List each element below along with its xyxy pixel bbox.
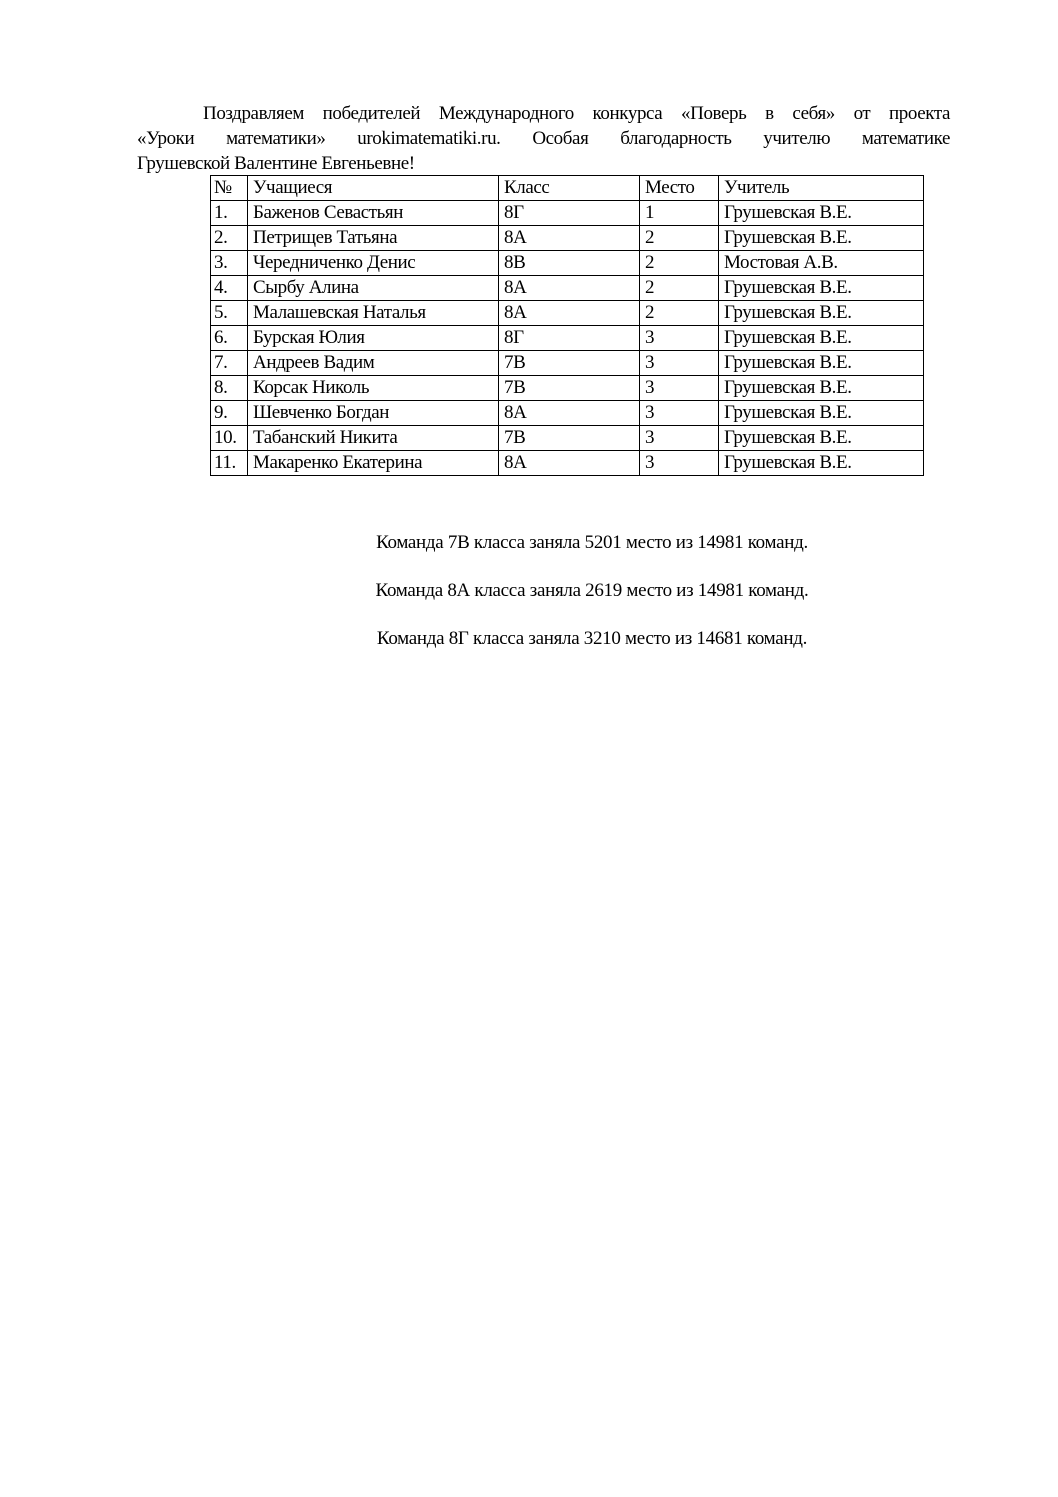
row-number-cell: 3. [210,250,248,276]
row-number-cell: 9. [210,400,248,426]
student-name-cell: Сырбу Алина [247,275,499,301]
row-number-cell: 11. [210,450,248,476]
place-cell: 2 [639,225,719,251]
table-row: 4. Сырбу Алина 8А 2 Грушевская В.Е. [210,275,924,301]
table-row: 6. Бурская Юлия 8Г 3 Грушевская В.Е. [210,325,924,351]
teacher-cell: Грушевская В.Е. [718,350,924,376]
intro-line: Поздравляем победителей Международного к… [203,103,950,124]
table-row: 9. Шевченко Богдан 8А 3 Грушевская В.Е. [210,400,924,426]
table-header-row: № Учащиеся Класс Место Учитель [210,175,924,201]
place-cell: 3 [639,450,719,476]
table-row: 8. Корсак Николь 7В 3 Грушевская В.Е. [210,375,924,401]
class-cell: 7В [498,375,640,401]
intro-line: Грушевской Валентине Евгеньевне! [137,153,415,174]
place-cell: 2 [639,300,719,326]
row-number-cell: 2. [210,225,248,251]
student-name-cell: Табанский Никита [247,425,499,451]
place-cell: 2 [639,275,719,301]
teacher-cell: Грушевская В.Е. [718,400,924,426]
team-result: Команда 8А класса заняла 2619 место из 1… [375,580,809,601]
row-number-cell: 8. [210,375,248,401]
header-number: № [210,175,248,201]
class-cell: 7В [498,425,640,451]
header-teacher: Учитель [718,175,924,201]
teacher-cell: Грушевская В.Е. [718,425,924,451]
row-number-cell: 10. [210,425,248,451]
student-name-cell: Петрищев Татьяна [247,225,499,251]
intro-paragraph: Поздравляем победителей Международного к… [137,101,950,176]
row-number-cell: 6. [210,325,248,351]
header-place: Место [639,175,719,201]
table-row: 2. Петрищев Татьяна 8А 2 Грушевская В.Е. [210,225,924,251]
class-cell: 8А [498,300,640,326]
student-name-cell: Андреев Вадим [247,350,499,376]
teacher-cell: Грушевская В.Е. [718,450,924,476]
row-number-cell: 1. [210,200,248,226]
place-cell: 3 [639,375,719,401]
table-row: 3. Чередниченко Денис 8В 2 Мостовая А.В. [210,250,924,276]
teacher-cell: Грушевская В.Е. [718,275,924,301]
class-cell: 8Г [498,325,640,351]
class-cell: 8А [498,400,640,426]
row-number-cell: 5. [210,300,248,326]
winners-table: № Учащиеся Класс Место Учитель 1. Баженов… [210,175,924,476]
teacher-cell: Грушевская В.Е. [718,225,924,251]
class-cell: 8В [498,250,640,276]
teacher-cell: Грушевская В.Е. [718,325,924,351]
teacher-cell: Грушевская В.Е. [718,375,924,401]
student-name-cell: Шевченко Богдан [247,400,499,426]
header-students: Учащиеся [247,175,499,201]
student-name-cell: Макаренко Екатерина [247,450,499,476]
place-cell: 3 [639,425,719,451]
place-cell: 2 [639,250,719,276]
place-cell: 3 [639,400,719,426]
place-cell: 3 [639,325,719,351]
team-result: Команда 7В класса заняла 5201 место из 1… [376,532,808,553]
intro-line: «Уроки математики» urokimatematiki.ru. О… [137,128,950,149]
student-name-cell: Корсак Николь [247,375,499,401]
table-row: 7. Андреев Вадим 7В 3 Грушевская В.Е. [210,350,924,376]
team-result: Команда 8Г класса заняла 3210 место из 1… [376,628,808,649]
class-cell: 7В [498,350,640,376]
class-cell: 8А [498,225,640,251]
student-name-cell: Малашевская Наталья [247,300,499,326]
teacher-cell: Грушевская В.Е. [718,200,924,226]
class-cell: 8А [498,450,640,476]
teacher-cell: Мостовая А.В. [718,250,924,276]
teacher-cell: Грушевская В.Е. [718,300,924,326]
student-name-cell: Чередниченко Денис [247,250,499,276]
place-cell: 3 [639,350,719,376]
row-number-cell: 4. [210,275,248,301]
table-row: 5. Малашевская Наталья 8А 2 Грушевская В.Е. [210,300,924,326]
table-row: 1. Баженов Севастьян 8Г 1 Грушевская В.Е. [210,200,924,226]
student-name-cell: Баженов Севастьян [247,200,499,226]
student-name-cell: Бурская Юлия [247,325,499,351]
class-cell: 8А [498,275,640,301]
class-cell: 8Г [498,200,640,226]
table-row: 10. Табанский Никита 7В 3 Грушевская В.Е. [210,425,924,451]
place-cell: 1 [639,200,719,226]
row-number-cell: 7. [210,350,248,376]
table-row: 11. Макаренко Екатерина 8А 3 Грушевская В.Е. [210,450,924,476]
header-class: Класс [498,175,640,201]
